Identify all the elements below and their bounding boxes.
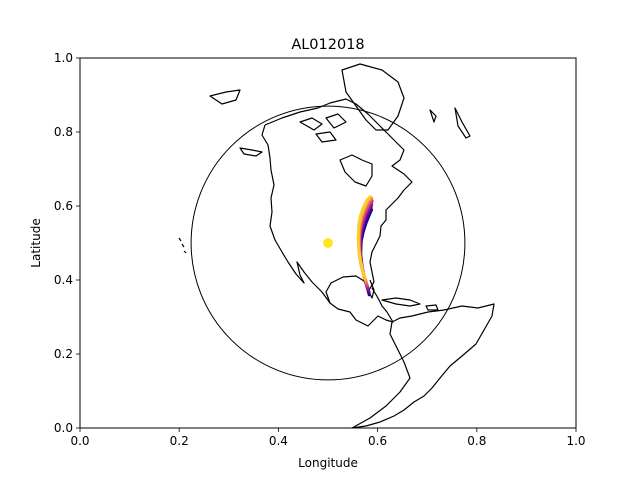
x-axis-ticks: 0.0 0.2 0.4 0.6 0.8 1.0 [70,428,586,448]
coastline-south-america [351,303,495,428]
axes-frame [79,57,577,429]
y-tick-label: 0.6 [54,199,73,213]
chart-title: AL012018 [291,37,364,53]
x-tick-label: 0.4 [269,434,288,448]
y-tick-label: 0.4 [54,273,73,287]
y-tick-label: 1.0 [54,51,73,65]
y-tick-label: 0.8 [54,125,73,139]
coastline-cuba [381,297,421,307]
coastline-arctic-islands [209,89,471,157]
x-tick-label: 1.0 [566,434,585,448]
center-marker [323,238,333,248]
coastline-west-coast [261,124,331,304]
y-axis-label: Latitude [29,218,43,267]
x-tick-label: 0.2 [170,434,189,448]
y-tick-label: 0.2 [54,347,73,361]
y-axis-ticks: 0.0 0.2 0.4 0.6 0.8 1.0 [54,51,80,435]
y-tick-label: 0.0 [54,421,73,435]
hurricane-tracks [356,195,374,297]
center-dot-layer [323,238,333,248]
coastline-hawaii [178,237,187,254]
coastline-hispaniola [425,304,439,311]
plot-area [178,63,495,428]
coastline-hudson-bay [339,154,373,187]
globe-outline [190,105,466,381]
x-tick-label: 0.8 [467,434,486,448]
track-line-10 [356,195,372,280]
coastlines [178,63,495,428]
x-tick-label: 0.6 [368,434,387,448]
x-axis-label: Longitude [298,456,358,470]
x-tick-label: 0.0 [70,434,89,448]
coastline-north-america [264,98,413,327]
coastline-greenland [341,63,405,131]
